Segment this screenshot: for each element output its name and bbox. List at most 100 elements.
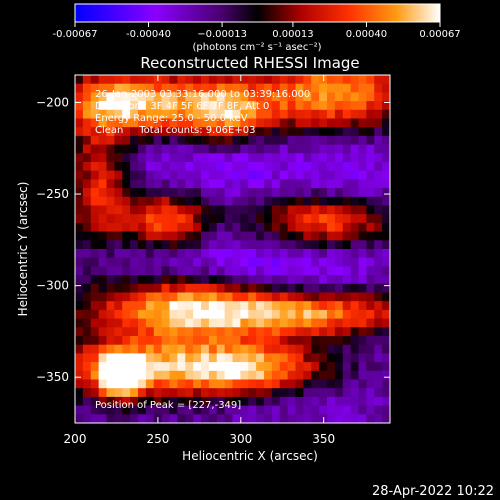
heatmap-cell — [90, 292, 100, 302]
heatmap-cell — [185, 396, 194, 407]
heatmap-cell — [358, 196, 367, 207]
heatmap-cell — [334, 336, 344, 346]
heatmap-cell — [271, 170, 281, 180]
heatmap-cell — [193, 214, 202, 224]
heatmap-cell — [366, 353, 375, 363]
heatmap-cell — [75, 214, 84, 224]
heatmap-cell — [295, 162, 304, 172]
heatmap-cell — [122, 162, 131, 172]
heatmap-cell — [382, 92, 390, 102]
heatmap-cell — [334, 127, 344, 137]
heatmap-cell — [248, 336, 257, 346]
heatmap-cell — [82, 75, 92, 85]
heatmap-cell — [342, 240, 352, 250]
heatmap-cell — [342, 379, 352, 389]
heatmap-cell — [264, 405, 273, 415]
heatmap-cell — [216, 127, 226, 137]
heatmap-cell — [153, 240, 163, 250]
heatmap-cell — [327, 266, 336, 276]
heatmap-cell — [295, 362, 304, 372]
heatmap-cell — [319, 144, 328, 154]
heatmap-cell — [232, 231, 241, 241]
heatmap-cell — [319, 370, 328, 381]
heatmap-cell — [169, 118, 178, 128]
heatmap-cell — [240, 162, 249, 172]
heatmap-cell — [208, 396, 218, 407]
heatmap-cell — [75, 318, 84, 328]
heatmap-cell — [382, 188, 390, 198]
heatmap-cell — [122, 92, 131, 102]
heatmap-cell — [216, 275, 226, 285]
heatmap-cell — [311, 405, 320, 415]
heatmap-cell — [327, 101, 336, 111]
heatmap-cell — [287, 231, 297, 241]
heatmap-cell — [145, 118, 155, 128]
heatmap-cell — [334, 83, 344, 93]
heatmap-cell — [216, 283, 226, 294]
heatmap-cell — [98, 222, 108, 233]
heatmap-cell — [106, 249, 115, 259]
heatmap-cell — [114, 336, 123, 346]
heatmap-cell — [98, 344, 108, 354]
heatmap-cell — [193, 179, 202, 189]
heatmap-cell — [216, 336, 226, 346]
heatmap-cell — [138, 275, 147, 285]
heatmap-cell — [240, 179, 249, 189]
heatmap-cell — [279, 249, 289, 259]
heatmap-cell — [161, 170, 171, 180]
heatmap-cell — [350, 109, 360, 120]
heatmap-cell — [114, 83, 123, 93]
heatmap-cell — [271, 101, 281, 111]
heatmap-cell — [193, 240, 202, 250]
heatmap-cell — [350, 414, 360, 423]
heatmap-cell — [366, 388, 375, 398]
heatmap-cell — [201, 109, 210, 120]
heatmap-cell — [98, 396, 108, 407]
heatmap-cell — [248, 292, 257, 302]
heatmap-cell — [201, 92, 210, 102]
heatmap-cell — [256, 240, 265, 250]
heatmap-cell — [82, 101, 92, 111]
heatmap-cell — [366, 196, 375, 207]
heatmap-cell — [145, 370, 155, 381]
heatmap-cell — [130, 292, 139, 302]
heatmap-cell — [303, 188, 312, 198]
heatmap-cell — [82, 266, 92, 276]
heatmap-cell — [271, 214, 281, 224]
heatmap-cell — [295, 301, 304, 311]
heatmap-cell — [366, 249, 375, 259]
heatmap-cell — [295, 153, 304, 163]
heatmap-cell — [303, 388, 312, 398]
heatmap-cell — [382, 257, 390, 267]
heatmap-cell — [201, 414, 210, 423]
heatmap-cell — [248, 101, 257, 111]
heatmap-cell — [75, 188, 84, 198]
heatmap-cell — [122, 292, 131, 302]
heatmap-cell — [256, 144, 265, 154]
heatmap-cell — [279, 135, 289, 146]
heatmap-cell — [256, 127, 265, 137]
heatmap-cell — [193, 301, 202, 311]
heatmap-cell — [216, 162, 226, 172]
heatmap-cell — [350, 118, 360, 128]
heatmap-cell — [201, 83, 210, 93]
heatmap-cell — [201, 379, 210, 389]
heatmap-cell — [216, 266, 226, 276]
heatmap-cell — [193, 318, 202, 328]
heatmap-cell — [106, 127, 115, 137]
heatmap-cell — [153, 396, 163, 407]
heatmap-cell — [342, 275, 352, 285]
heatmap-cell — [130, 162, 139, 172]
heatmap-cell — [287, 301, 297, 311]
heatmap-cell — [295, 101, 304, 111]
heatmap-cell — [327, 344, 336, 354]
heatmap-cell — [161, 414, 171, 423]
heatmap-cell — [366, 301, 375, 311]
heatmap-cell — [256, 188, 265, 198]
heatmap-cell — [334, 188, 344, 198]
heatmap-cell — [161, 196, 171, 207]
heatmap-cell — [295, 309, 304, 320]
heatmap-cell — [264, 388, 273, 398]
heatmap-cell — [327, 170, 336, 180]
heatmap-cell — [185, 214, 194, 224]
